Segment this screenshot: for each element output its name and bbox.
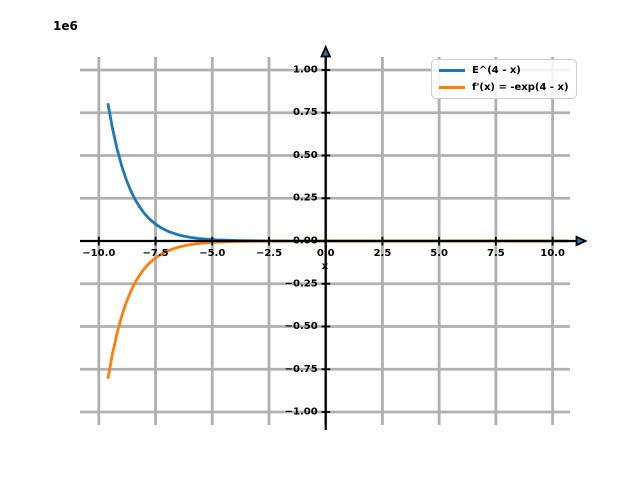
- legend-line-swatch-blue: [439, 69, 465, 72]
- ticklabel-layer: −10.0 −7.5 −5.0 −2.5 0.0 2.5 5.0 7.5 10.0 −1.00 −0…: [82, 64, 565, 417]
- y-tick-label: 0.25: [293, 193, 318, 204]
- y-tick-label: −0.50: [285, 321, 318, 332]
- y-tick-label: −0.25: [285, 278, 318, 289]
- y-tick-label: 0.00: [293, 236, 318, 247]
- y-tick-label: 0.75: [293, 107, 318, 118]
- x-tick-label: 7.5: [487, 248, 505, 259]
- series-line-1: [106, 239, 569, 380]
- series-line-0: [106, 102, 569, 243]
- legend-item: E^(4 - x): [432, 62, 576, 79]
- axis-layer: [80, 44, 588, 430]
- legend-item-label: E^(4 - x): [472, 65, 521, 76]
- legend-line-swatch-orange: [439, 86, 465, 89]
- y-axis-offset-label: 1e6: [53, 19, 78, 33]
- x-tick-label: 2.5: [374, 248, 392, 259]
- x-tick-label: −10.0: [82, 248, 115, 259]
- legend-item: f'(x) = -exp(4 - x): [432, 79, 576, 96]
- y-tick-label: 1.00: [293, 64, 318, 75]
- legend-item-label: f'(x) = -exp(4 - x): [472, 82, 569, 93]
- x-tick-label: −7.5: [143, 248, 169, 259]
- x-axis-label: x: [321, 261, 329, 272]
- y-tick-label: 0.50: [293, 150, 318, 161]
- y-tick-label: −0.75: [285, 364, 318, 375]
- y-tick-label: −1.00: [285, 407, 318, 418]
- x-tick-label: −5.0: [199, 248, 225, 259]
- x-tick-label: 10.0: [540, 248, 565, 259]
- y-axis-arrow-icon: [320, 44, 332, 58]
- x-tick-label: 0.0: [317, 248, 335, 259]
- x-tick-label: −2.5: [256, 248, 282, 259]
- x-axis-arrow-icon: [575, 235, 588, 247]
- legend: E^(4 - x) f'(x) = -exp(4 - x): [431, 59, 577, 99]
- x-tick-label: 5.0: [430, 248, 448, 259]
